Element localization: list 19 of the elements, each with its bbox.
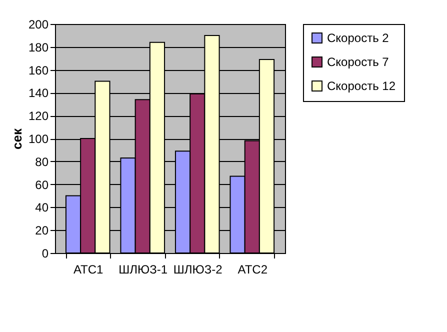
y-tick-label: 140 — [28, 86, 49, 100]
y-tick-label: 160 — [28, 63, 49, 78]
y-tick-label: 80 — [35, 154, 49, 169]
legend-label: Скорость 12 — [327, 79, 396, 93]
legend-label: Скорость 2 — [327, 31, 390, 45]
x-tick-label: АТС1 — [73, 262, 104, 276]
x-tick-label: АТС2 — [238, 262, 268, 276]
x-tick-label: ШЛЮЗ-1 — [118, 262, 168, 276]
y-tick-label: 0 — [42, 246, 49, 260]
y-tick-label: 60 — [35, 178, 49, 192]
y-tick-label: 40 — [35, 200, 49, 215]
y-tick-label: 200 — [28, 18, 49, 32]
y-tick-label: 180 — [28, 40, 49, 54]
y-tick-label: 120 — [28, 109, 49, 124]
y-tick-label: 100 — [28, 132, 49, 146]
y-tick-label: 20 — [35, 224, 49, 238]
legend-label: Скорость 7 — [327, 55, 390, 69]
y-axis-title: сек — [9, 128, 24, 150]
x-tick-label: ШЛЮЗ-2 — [173, 262, 223, 276]
